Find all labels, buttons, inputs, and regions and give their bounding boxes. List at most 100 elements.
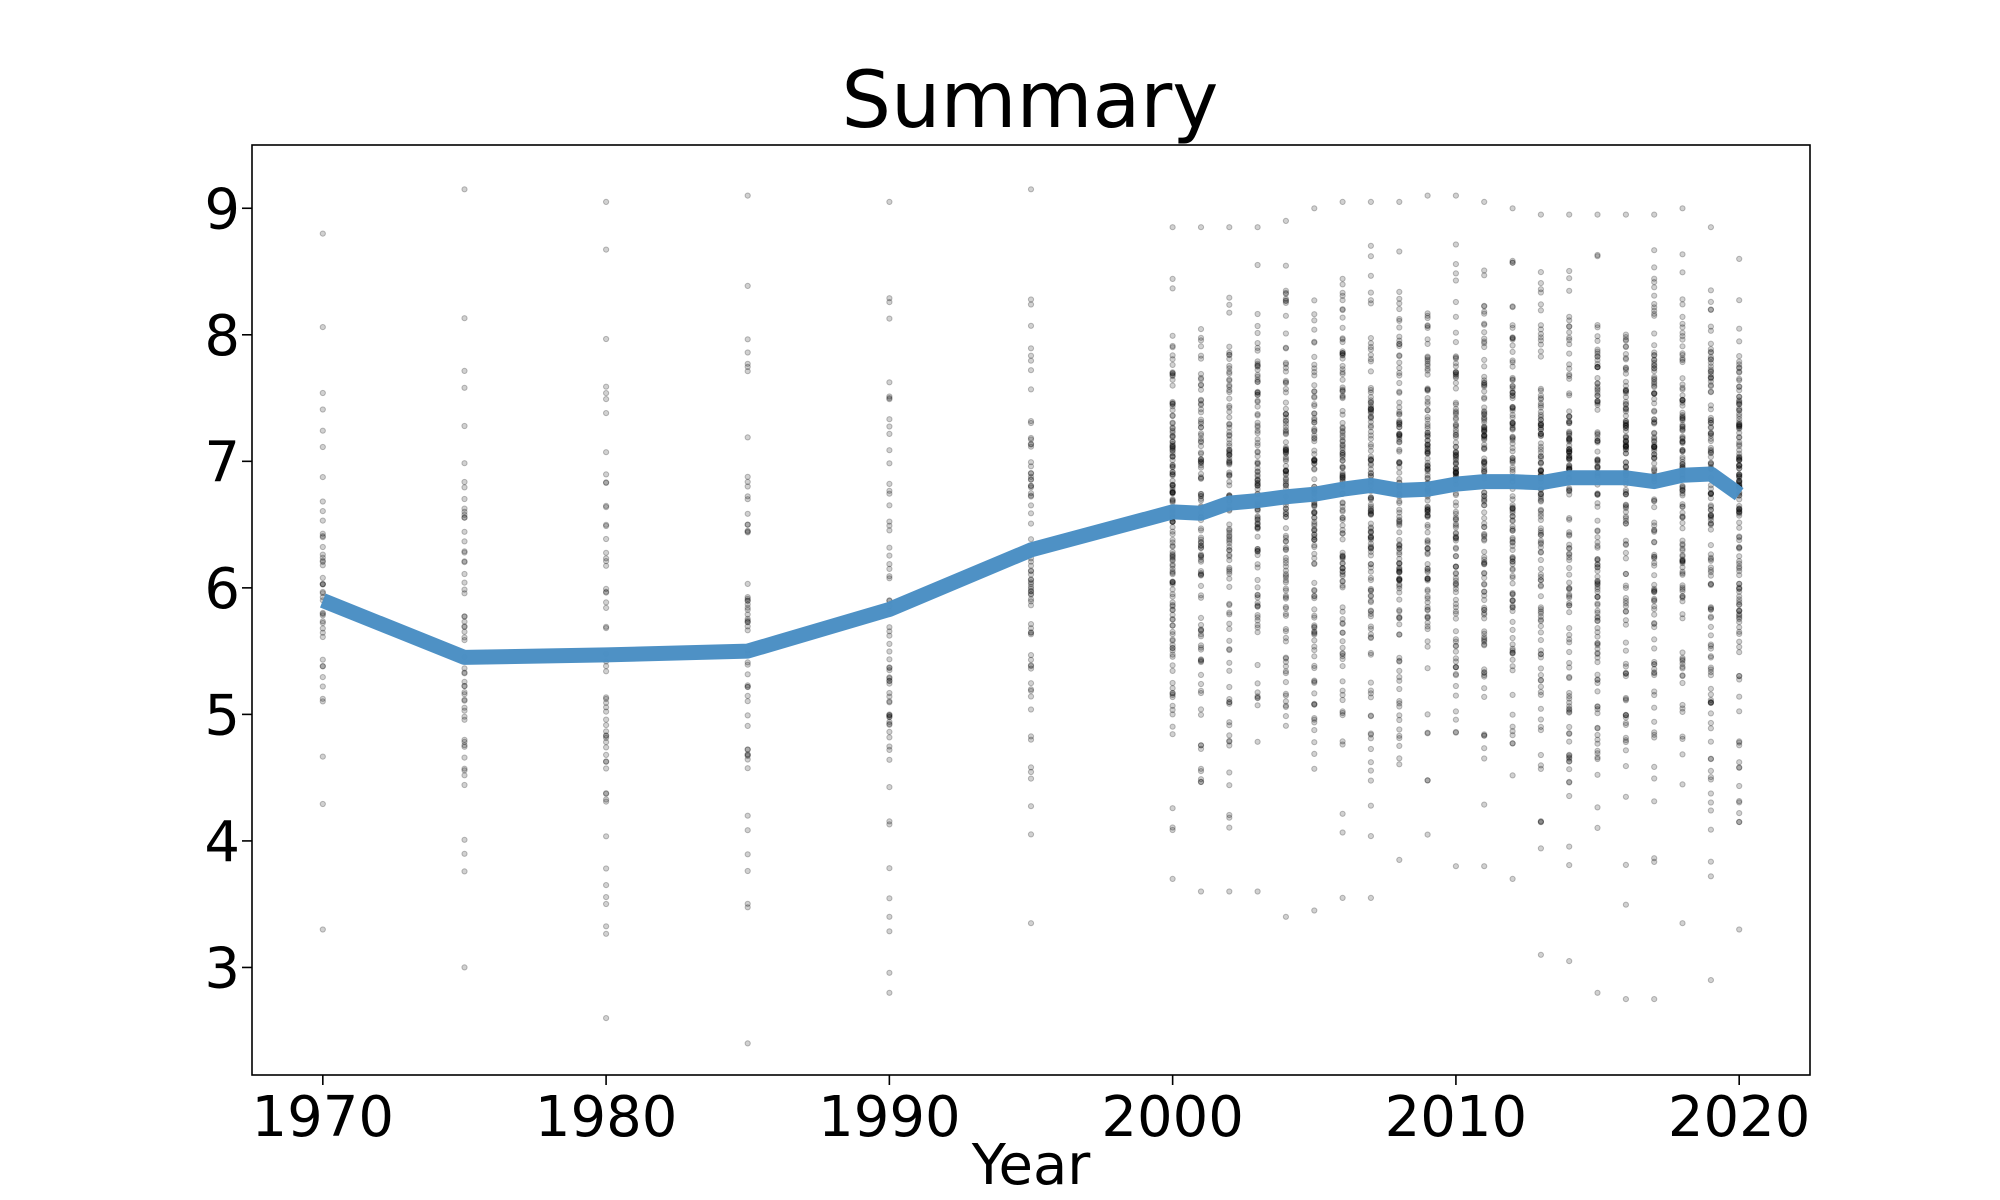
scatter-point bbox=[1254, 439, 1261, 447]
scatter-point bbox=[1679, 409, 1686, 416]
scatter-point bbox=[1736, 325, 1743, 332]
scatter-point bbox=[1537, 623, 1545, 630]
scatter-point bbox=[1169, 412, 1176, 420]
scatter-point bbox=[1509, 634, 1516, 642]
scatter-point bbox=[1169, 524, 1176, 531]
scatter-point bbox=[886, 712, 893, 719]
scatter-point bbox=[1566, 958, 1573, 965]
scatter-point bbox=[1424, 730, 1431, 737]
scatter-point bbox=[886, 784, 893, 791]
scatter-point bbox=[319, 609, 326, 617]
scatter-point bbox=[461, 508, 468, 515]
scatter-point bbox=[1169, 453, 1176, 460]
scatter-point bbox=[461, 707, 468, 714]
scatter-point bbox=[1367, 651, 1375, 658]
scatter-point bbox=[461, 422, 468, 430]
scatter-point bbox=[1282, 482, 1290, 489]
scatter-point bbox=[1594, 600, 1601, 607]
scatter-point bbox=[1481, 382, 1488, 389]
scatter-point bbox=[1226, 536, 1233, 543]
scatter-point bbox=[1027, 536, 1035, 543]
scatter-point bbox=[1282, 605, 1290, 612]
scatter-point bbox=[1622, 211, 1630, 218]
scatter-point bbox=[1254, 224, 1261, 231]
scatter-point bbox=[461, 623, 468, 631]
scatter-point bbox=[1367, 346, 1375, 353]
scatter-point bbox=[1282, 467, 1290, 474]
scatter-point bbox=[1254, 373, 1261, 380]
scatter-point bbox=[461, 511, 468, 518]
scatter-point bbox=[1282, 330, 1290, 337]
scatter-point bbox=[603, 479, 610, 486]
scatter-point bbox=[1396, 582, 1403, 590]
scatter-point bbox=[1282, 418, 1290, 425]
scatter-point bbox=[1594, 679, 1601, 687]
scatter-point bbox=[1254, 521, 1261, 528]
scatter-point bbox=[1169, 586, 1176, 593]
scatter-point bbox=[1651, 636, 1658, 643]
scatter-point bbox=[1282, 546, 1290, 553]
scatter-point bbox=[1197, 626, 1205, 633]
scatter-point bbox=[319, 695, 326, 702]
scatter-point bbox=[1452, 339, 1460, 346]
scatter-point bbox=[1594, 755, 1601, 763]
scatter-point bbox=[603, 699, 610, 706]
scatter-point bbox=[744, 363, 751, 370]
scatter-point bbox=[744, 698, 751, 705]
scatter-point bbox=[1311, 739, 1318, 746]
scatter-point bbox=[1311, 595, 1318, 602]
scatter-point bbox=[1339, 463, 1346, 470]
scatter-point bbox=[1736, 759, 1743, 766]
scatter-point bbox=[1679, 571, 1686, 578]
scatter-point bbox=[1537, 629, 1545, 636]
scatter-point bbox=[1396, 379, 1403, 387]
scatter-point bbox=[1197, 343, 1205, 350]
scatter-point bbox=[1197, 542, 1205, 549]
scatter-point bbox=[461, 678, 468, 685]
scatter-point bbox=[1311, 503, 1318, 510]
scatter-point bbox=[1254, 545, 1261, 553]
scatter-point bbox=[1226, 888, 1233, 895]
scatter-point bbox=[1311, 542, 1318, 549]
scatter-point bbox=[1622, 421, 1630, 428]
scatter-point bbox=[1367, 540, 1375, 547]
scatter-point bbox=[603, 728, 610, 735]
scatter-point bbox=[1282, 585, 1290, 592]
scatter-point bbox=[1367, 694, 1375, 701]
scatter-point bbox=[1594, 617, 1601, 624]
scatter-point bbox=[603, 734, 610, 742]
scatter-point bbox=[1396, 516, 1403, 523]
scatter-point bbox=[1594, 517, 1601, 524]
scatter-point bbox=[1396, 389, 1403, 396]
scatter-point bbox=[1537, 537, 1545, 544]
scatter-point bbox=[603, 383, 610, 390]
scatter-point bbox=[1282, 626, 1290, 633]
scatter-point bbox=[1537, 416, 1545, 423]
scatter-point bbox=[1452, 459, 1460, 466]
scatter-point bbox=[319, 558, 326, 566]
scatter-point bbox=[1282, 439, 1290, 446]
scatter-point bbox=[1452, 241, 1460, 248]
scatter-point bbox=[1481, 581, 1488, 588]
scatter-point bbox=[1736, 693, 1743, 700]
scatter-point bbox=[1736, 649, 1743, 656]
scatter-point bbox=[1594, 363, 1601, 370]
scatter-point bbox=[461, 697, 468, 704]
scatter-point bbox=[1226, 431, 1233, 438]
scatter-point bbox=[1424, 386, 1431, 393]
scatter-point bbox=[1169, 398, 1176, 406]
scatter-point bbox=[1424, 472, 1431, 479]
scatter-point bbox=[1226, 737, 1233, 745]
scatter-point bbox=[1226, 566, 1233, 573]
scatter-point bbox=[1027, 493, 1035, 500]
scatter-point bbox=[1651, 734, 1658, 741]
scatter-point bbox=[1396, 198, 1403, 205]
scatter-point bbox=[1452, 544, 1460, 551]
scatter-point bbox=[886, 734, 893, 741]
scatter-point bbox=[1254, 358, 1261, 365]
scatter-point bbox=[1226, 646, 1233, 654]
scatter-point bbox=[1254, 694, 1261, 701]
scatter-point bbox=[1311, 382, 1318, 389]
scatter-point bbox=[1566, 211, 1573, 218]
scatter-point bbox=[1169, 361, 1176, 368]
